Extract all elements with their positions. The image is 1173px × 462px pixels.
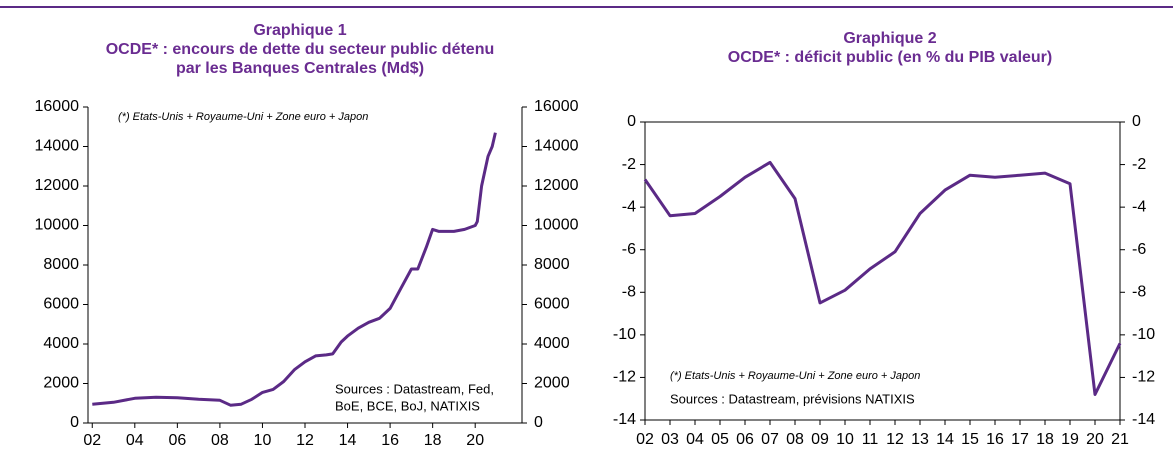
y2-tick-label: 0	[534, 414, 543, 431]
sources: Sources : Datastream, Fed,	[335, 381, 494, 396]
x-tick-label: 21	[1111, 431, 1129, 448]
x-tick-label: 16	[986, 431, 1004, 448]
x-tick-label: 02	[636, 431, 654, 448]
y2-tick-label: -8	[1132, 284, 1146, 301]
y2-tick-label: 10000	[534, 217, 579, 234]
y2-tick-label: -2	[1132, 156, 1146, 173]
x-tick-label: 05	[711, 431, 729, 448]
y-tick-label: -4	[622, 198, 636, 215]
chart-subtitle: par les Banques Centrales (Md$)	[176, 60, 424, 77]
y-tick-label: 0	[70, 414, 79, 431]
x-tick-label: 18	[1036, 431, 1054, 448]
y-tick-label: 14000	[35, 138, 80, 155]
line-series	[643, 160, 1122, 396]
x-tick-label: 07	[761, 431, 779, 448]
y-tick-label: 4000	[43, 335, 79, 352]
y2-tick-label: 8000	[534, 256, 570, 273]
y2-tick-label: 6000	[534, 296, 570, 313]
y-tick-label: -10	[613, 326, 636, 343]
x-tick-label: 06	[736, 431, 754, 448]
x-tick-label: 04	[126, 432, 144, 449]
x-tick-label: 12	[886, 431, 904, 448]
annotation: (*) Etats-Unis + Royaume-Uni + Zone euro…	[670, 370, 920, 382]
x-tick-label: 06	[168, 432, 186, 449]
x-tick-label: 10	[836, 431, 854, 448]
chart-title: Graphique 2	[843, 30, 936, 47]
x-tick-label: 16	[381, 432, 399, 449]
x-tick-label: 09	[811, 431, 829, 448]
y2-tick-label: 4000	[534, 335, 570, 352]
y-tick-label: -6	[622, 241, 636, 258]
y2-tick-label: 0	[1132, 113, 1141, 130]
x-tick-label: 20	[1086, 431, 1104, 448]
x-tick-label: 08	[786, 431, 804, 448]
y-tick-label: 10000	[35, 217, 80, 234]
y-tick-label: 6000	[43, 296, 79, 313]
x-tick-label: 15	[961, 431, 979, 448]
y2-tick-label: 12000	[534, 177, 579, 194]
y-tick-label: 16000	[35, 98, 80, 115]
x-tick-label: 03	[661, 431, 679, 448]
y2-tick-label: -12	[1132, 369, 1155, 386]
x-tick-label: 08	[211, 432, 229, 449]
x-tick-label: 04	[686, 431, 704, 448]
y-tick-label: -14	[613, 411, 636, 428]
x-tick-label: 17	[1011, 431, 1029, 448]
y2-tick-label: 16000	[534, 98, 579, 115]
chart-subtitle: OCDE* : encours de dette du secteur publ…	[106, 41, 495, 58]
y2-tick-label: -14	[1132, 411, 1155, 428]
annotation: (*) Etats-Unis + Royaume-Uni + Zone euro…	[118, 111, 368, 123]
y2-tick-label: 14000	[534, 138, 579, 155]
y2-tick-label: -10	[1132, 326, 1155, 343]
y2-tick-label: 2000	[534, 375, 570, 392]
x-tick-label: 18	[424, 432, 442, 449]
y-tick-label: 2000	[43, 375, 79, 392]
x-tick-label: 10	[254, 432, 272, 449]
y-tick-label: 8000	[43, 256, 79, 273]
x-tick-label: 13	[911, 431, 929, 448]
x-tick-label: 12	[296, 432, 314, 449]
x-tick-label: 14	[936, 431, 954, 448]
sources: Sources : Datastream, prévisions NATIXIS	[670, 391, 915, 406]
x-tick-label: 14	[339, 432, 357, 449]
y2-tick-label: -4	[1132, 198, 1146, 215]
y-tick-label: -12	[613, 369, 636, 386]
sources: BoE, BCE, BoJ, NATIXIS	[335, 398, 480, 413]
x-tick-label: 19	[1061, 431, 1079, 448]
y-tick-label: -2	[622, 156, 636, 173]
y-tick-label: -8	[622, 284, 636, 301]
plot-frame	[644, 121, 1121, 421]
y2-tick-label: -6	[1132, 241, 1146, 258]
x-tick-label: 02	[83, 432, 101, 449]
chart-title: Graphique 1	[253, 22, 346, 39]
x-tick-label: 11	[862, 431, 879, 448]
y-tick-label: 12000	[35, 177, 80, 194]
chart-subtitle: OCDE* : déficit public (en % du PIB vale…	[728, 49, 1052, 66]
y-tick-label: 0	[627, 113, 636, 130]
x-tick-label: 20	[466, 432, 484, 449]
line-series	[92, 132, 497, 407]
